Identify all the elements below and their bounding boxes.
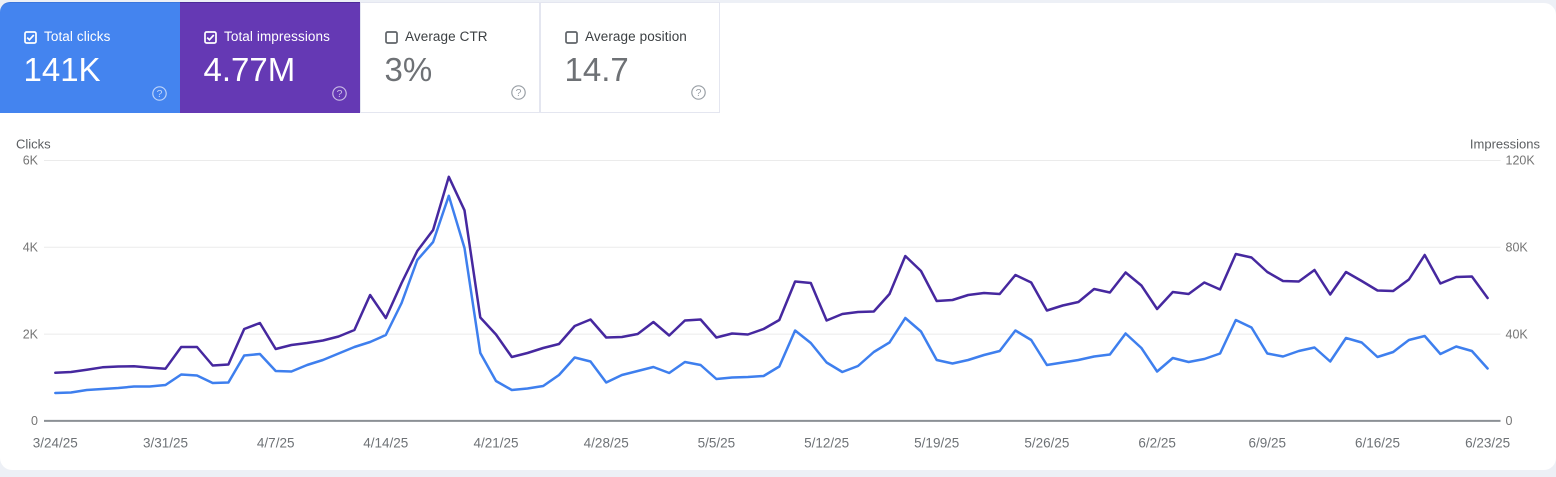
svg-text:4K: 4K	[23, 241, 39, 255]
svg-text:5/26/25: 5/26/25	[1024, 436, 1069, 451]
svg-text:6/23/25: 6/23/25	[1465, 436, 1510, 451]
svg-text:6/16/25: 6/16/25	[1355, 436, 1400, 451]
svg-text:0: 0	[31, 414, 38, 428]
svg-text:?: ?	[337, 88, 343, 100]
svg-text:40K: 40K	[1506, 327, 1529, 341]
svg-text:Clicks: Clicks	[16, 136, 51, 151]
svg-text:80K: 80K	[1506, 241, 1529, 255]
svg-text:4/7/25: 4/7/25	[257, 436, 295, 451]
svg-text:?: ?	[516, 87, 522, 99]
svg-text:3/31/25: 3/31/25	[143, 436, 188, 451]
svg-text:6K: 6K	[23, 154, 39, 168]
svg-text:4/28/25: 4/28/25	[584, 436, 629, 451]
svg-text:5/5/25: 5/5/25	[698, 436, 736, 451]
svg-text:5/19/25: 5/19/25	[914, 436, 959, 451]
svg-text:4/14/25: 4/14/25	[363, 436, 408, 451]
svg-text:5/12/25: 5/12/25	[804, 436, 849, 451]
svg-text:120K: 120K	[1506, 154, 1536, 168]
svg-text:4/21/25: 4/21/25	[473, 436, 518, 451]
svg-text:?: ?	[157, 88, 163, 100]
svg-text:2K: 2K	[23, 327, 39, 341]
svg-text:6/2/25: 6/2/25	[1138, 436, 1176, 451]
svg-text:0: 0	[1506, 414, 1513, 428]
svg-text:Impressions: Impressions	[1470, 136, 1541, 151]
svg-text:6/9/25: 6/9/25	[1249, 436, 1287, 451]
svg-text:?: ?	[696, 87, 702, 99]
svg-text:3/24/25: 3/24/25	[33, 436, 78, 451]
